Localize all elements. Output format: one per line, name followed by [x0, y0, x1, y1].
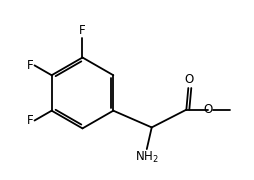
Text: O: O — [203, 103, 213, 116]
Text: F: F — [27, 114, 34, 127]
Text: F: F — [79, 24, 86, 37]
Text: F: F — [27, 59, 34, 72]
Text: NH$_2$: NH$_2$ — [135, 150, 159, 165]
Text: O: O — [185, 73, 194, 86]
